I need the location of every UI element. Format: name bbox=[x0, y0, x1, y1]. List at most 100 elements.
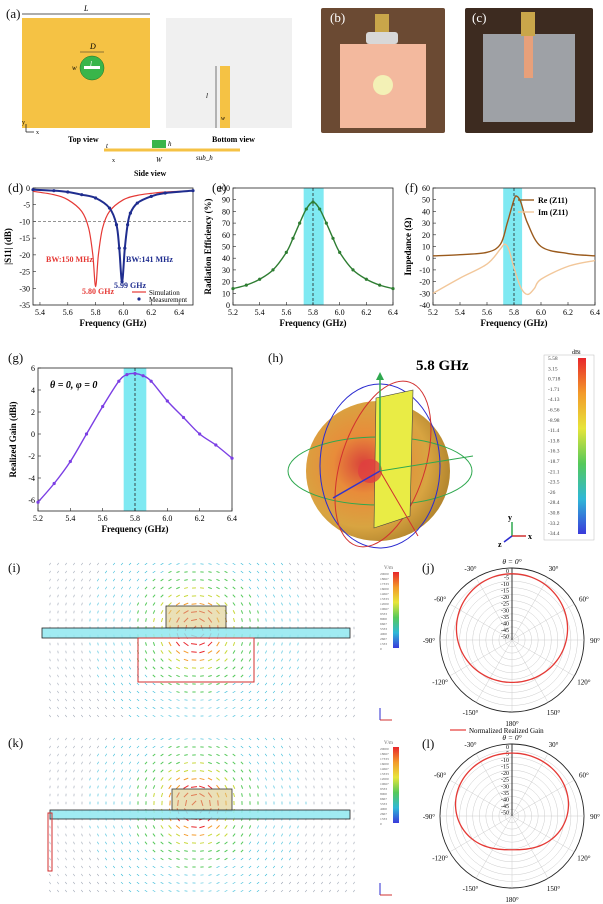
field-vector bbox=[65, 769, 67, 773]
field-vector bbox=[313, 674, 315, 678]
field-vector bbox=[321, 849, 323, 853]
polar-ring-label: -50 bbox=[501, 810, 509, 816]
field-vector bbox=[248, 825, 252, 829]
field-vector bbox=[248, 682, 252, 686]
data-point bbox=[311, 200, 315, 204]
field-vector bbox=[81, 594, 83, 598]
photo-feedline bbox=[524, 34, 533, 78]
polar-angle-label: -120° bbox=[432, 679, 448, 687]
field-vector bbox=[256, 881, 260, 885]
field-vector bbox=[353, 745, 355, 749]
field-vector bbox=[121, 586, 123, 590]
field-vector bbox=[208, 858, 212, 860]
polar-ring-label: -45 bbox=[501, 804, 509, 810]
field-vector bbox=[88, 889, 92, 893]
field-vector bbox=[120, 857, 124, 861]
field-colorbar-tick: 9333 bbox=[380, 612, 387, 616]
field-vector bbox=[321, 682, 323, 686]
field-vector bbox=[89, 594, 91, 598]
field-vector bbox=[65, 737, 67, 741]
field-vector bbox=[337, 682, 339, 686]
field-vector bbox=[353, 594, 355, 598]
field-vector bbox=[190, 643, 198, 645]
field-vector bbox=[176, 682, 180, 686]
field-vector bbox=[97, 825, 99, 829]
field-vector bbox=[345, 674, 347, 678]
field-vector bbox=[313, 777, 315, 781]
field-vector bbox=[65, 570, 67, 574]
field-vector bbox=[288, 881, 292, 885]
field-vector bbox=[305, 777, 307, 781]
field-vector bbox=[305, 674, 307, 678]
polar-legend: Normalized Realized Gain bbox=[469, 727, 544, 734]
polar-angle-label: 180° bbox=[505, 720, 519, 728]
field-vector bbox=[97, 578, 99, 582]
data-point bbox=[80, 193, 84, 197]
field-vector bbox=[89, 578, 91, 582]
field-vector bbox=[208, 738, 212, 740]
field-vector bbox=[313, 889, 315, 893]
field-vector bbox=[297, 753, 299, 757]
field-vector bbox=[176, 761, 180, 765]
y-axis-label: Realized Gain (dBi) bbox=[8, 401, 18, 477]
field-vector bbox=[240, 570, 244, 574]
field-vector bbox=[120, 849, 124, 853]
polar-top-label: θ = 0° bbox=[502, 733, 521, 742]
data-point bbox=[120, 280, 124, 284]
field-vector bbox=[184, 866, 188, 868]
field-vector bbox=[175, 833, 181, 837]
polar-ring-label: -10 bbox=[501, 582, 509, 588]
data-point bbox=[126, 223, 130, 227]
field-vector bbox=[240, 610, 244, 614]
field-vector bbox=[175, 769, 181, 773]
field-vector bbox=[232, 777, 236, 781]
field-vector bbox=[248, 570, 252, 574]
field-vector bbox=[81, 658, 83, 662]
field-vector bbox=[113, 666, 115, 670]
field-vector bbox=[136, 745, 140, 749]
field-vector bbox=[128, 753, 132, 757]
field-vector bbox=[289, 674, 291, 678]
field-vector bbox=[89, 825, 91, 829]
field-vector bbox=[65, 714, 67, 718]
field-vector bbox=[121, 610, 123, 614]
field-vector bbox=[264, 889, 268, 893]
field-vector bbox=[121, 833, 123, 837]
y-tick-label: 60 bbox=[222, 231, 230, 240]
field-vector bbox=[216, 658, 220, 662]
field-vector bbox=[224, 691, 228, 693]
field-vector bbox=[208, 674, 212, 678]
field-vector bbox=[264, 849, 268, 853]
field-vector bbox=[152, 594, 156, 598]
field-vector bbox=[345, 594, 347, 598]
field-vector bbox=[289, 825, 291, 829]
field-vector bbox=[313, 865, 315, 869]
field-vector bbox=[265, 833, 267, 837]
y-axis-label: |S11| (dB) bbox=[3, 228, 13, 265]
field-vector bbox=[208, 691, 212, 693]
field-vector bbox=[224, 857, 228, 861]
field-vector bbox=[321, 761, 323, 765]
field-vector bbox=[120, 889, 124, 893]
field-vector bbox=[329, 841, 331, 845]
field-vector bbox=[207, 833, 213, 837]
field-vector bbox=[152, 666, 156, 670]
field-vector bbox=[105, 586, 107, 590]
field-vector bbox=[248, 658, 252, 662]
field-vector bbox=[216, 761, 220, 765]
field-vector bbox=[73, 682, 75, 686]
field-vector bbox=[224, 658, 228, 662]
field-vector bbox=[240, 833, 244, 837]
field-vector bbox=[224, 707, 228, 709]
field-vector bbox=[136, 698, 140, 702]
field-vector bbox=[152, 578, 156, 582]
field-vector bbox=[81, 674, 83, 678]
field-vector bbox=[256, 769, 260, 773]
field-vector bbox=[168, 769, 172, 773]
field-vector bbox=[104, 865, 108, 869]
field-vector bbox=[129, 777, 131, 781]
field-vector bbox=[49, 833, 51, 837]
field-vector bbox=[128, 578, 132, 582]
field-vector bbox=[89, 562, 91, 566]
field-vector bbox=[57, 841, 59, 845]
